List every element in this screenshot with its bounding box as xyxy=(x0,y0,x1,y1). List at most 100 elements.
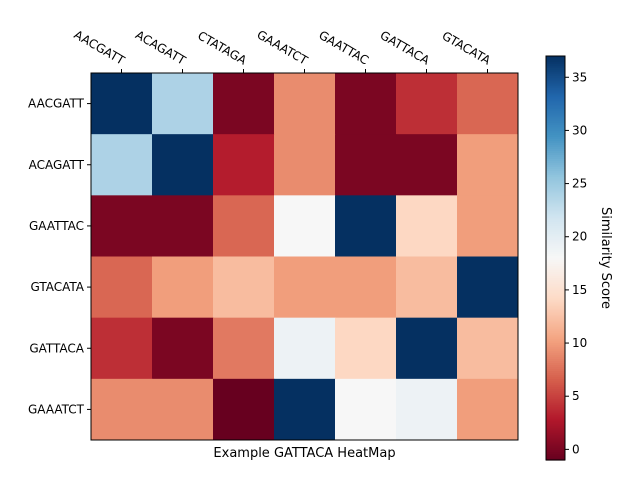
heatmap-cell xyxy=(396,73,458,135)
colorbar-segment xyxy=(546,266,565,269)
colorbar-segment xyxy=(546,306,565,310)
colorbar-segment xyxy=(546,140,565,144)
colorbar-segment xyxy=(546,78,565,81)
colorbar-segment xyxy=(546,381,565,384)
colorbar-segment xyxy=(546,72,565,75)
colorbar-segment xyxy=(546,403,565,407)
colorbar-segment xyxy=(546,395,565,398)
colorbar-segment xyxy=(546,371,565,374)
colorbar-segment xyxy=(546,288,565,291)
colorbar-segment xyxy=(546,326,565,330)
colorbar-segment xyxy=(546,361,565,364)
colorbar-segment xyxy=(546,122,565,126)
colorbar-segment xyxy=(546,76,565,79)
colorbar-segment xyxy=(546,453,565,457)
colorbar-tick-label: 35 xyxy=(572,70,587,84)
colorbar-segment xyxy=(546,116,565,120)
colorbar-segment xyxy=(546,354,565,358)
colorbar-segment xyxy=(546,148,565,152)
colorbar-segment xyxy=(546,207,565,211)
heatmap-cell xyxy=(274,134,336,196)
heatmap-cell xyxy=(396,378,458,441)
colorbar-segment xyxy=(546,322,565,326)
colorbar-segment xyxy=(546,415,565,419)
colorbar-segment xyxy=(546,296,565,299)
heatmap-cell xyxy=(91,317,153,380)
heatmap-cell xyxy=(457,73,519,135)
colorbar-segment xyxy=(546,74,565,77)
colorbar-segment xyxy=(546,108,565,112)
colorbar-segment xyxy=(546,124,565,128)
colorbar-segment xyxy=(546,276,565,279)
x-axis-ticks: AACGATT ACAGATT CTATAGA GAAATCT GAATTAC GATTA… xyxy=(72,27,494,73)
colorbar-segment xyxy=(546,70,565,73)
colorbar-segment xyxy=(546,419,565,423)
colorbar-segment xyxy=(546,298,565,302)
colorbar-segment xyxy=(546,286,565,289)
colorbar-segment xyxy=(546,251,565,255)
x-tick-label: GATTACA xyxy=(378,28,433,68)
colorbar-segment xyxy=(546,157,565,160)
colorbar-segment xyxy=(546,88,565,91)
colorbar-segment xyxy=(546,441,565,445)
colorbar-segment xyxy=(546,64,565,67)
colorbar-segment xyxy=(546,304,565,308)
colorbar-segment xyxy=(546,375,565,378)
colorbar-segment xyxy=(546,136,565,140)
colorbar-segment xyxy=(546,312,565,316)
heatmap-cells xyxy=(91,73,519,441)
x-tick-label: CTATAGA xyxy=(195,28,249,67)
colorbar-segment xyxy=(546,445,565,449)
colorbar-segment xyxy=(546,320,565,324)
colorbar-segment xyxy=(546,231,565,235)
heatmap-cell xyxy=(213,378,275,441)
colorbar-segment xyxy=(546,359,565,362)
colorbar-segment xyxy=(546,413,565,417)
colorbar-segment xyxy=(546,270,565,273)
heatmap-cell xyxy=(91,195,153,257)
colorbar-segment xyxy=(546,56,565,59)
colorbar-segment xyxy=(546,282,565,285)
colorbar-segment xyxy=(546,268,565,271)
colorbar-segment xyxy=(546,98,565,102)
colorbar-ticks: 0 5 10 15 20 25 30 35 xyxy=(565,70,587,456)
heatmap-cell xyxy=(457,317,519,380)
colorbar-segment xyxy=(546,249,565,253)
x-tick-label: ACAGATT xyxy=(133,28,189,68)
colorbar-segment xyxy=(546,239,565,243)
colorbar-segment xyxy=(546,316,565,320)
colorbar-segment xyxy=(546,324,565,328)
colorbar-segment xyxy=(546,443,565,447)
heatmap-cell xyxy=(152,195,214,257)
colorbar-segment xyxy=(546,385,565,388)
colorbar-segment xyxy=(546,365,565,368)
colorbar-segment xyxy=(546,96,565,100)
heatmap-cell xyxy=(213,195,275,257)
colorbar-segment xyxy=(546,439,565,443)
colorbar-segment xyxy=(546,104,565,108)
y-axis-ticks: AACGATT ACAGATT GAATTAC GTACATA GATTACA GAAAT… xyxy=(28,97,91,416)
heatmap-cell xyxy=(91,378,153,441)
colorbar-segment xyxy=(546,310,565,314)
heatmap-cell xyxy=(91,134,153,196)
heatmap-cell xyxy=(335,256,397,319)
colorbar-segment xyxy=(546,100,565,104)
colorbar-segment xyxy=(546,126,565,130)
colorbar-segment xyxy=(546,243,565,247)
heatmap-cell xyxy=(335,317,397,380)
colorbar-segment xyxy=(546,417,565,421)
colorbar-segment xyxy=(546,258,565,261)
colorbar-segment xyxy=(546,377,565,380)
heatmap-cell xyxy=(152,73,214,135)
heatmap-cell xyxy=(396,195,458,257)
y-tick-label: ACAGATT xyxy=(29,158,85,172)
x-tick-label: GTACATA xyxy=(440,29,494,68)
colorbar-segment xyxy=(546,106,565,110)
colorbar-segment xyxy=(546,348,565,352)
colorbar-segment xyxy=(546,171,565,174)
y-tick-label: GATTACA xyxy=(29,341,84,355)
colorbar-segment xyxy=(546,132,565,136)
heatmap-cell xyxy=(274,378,336,441)
colorbar-segment xyxy=(546,197,565,201)
colorbar-segment xyxy=(546,114,565,118)
